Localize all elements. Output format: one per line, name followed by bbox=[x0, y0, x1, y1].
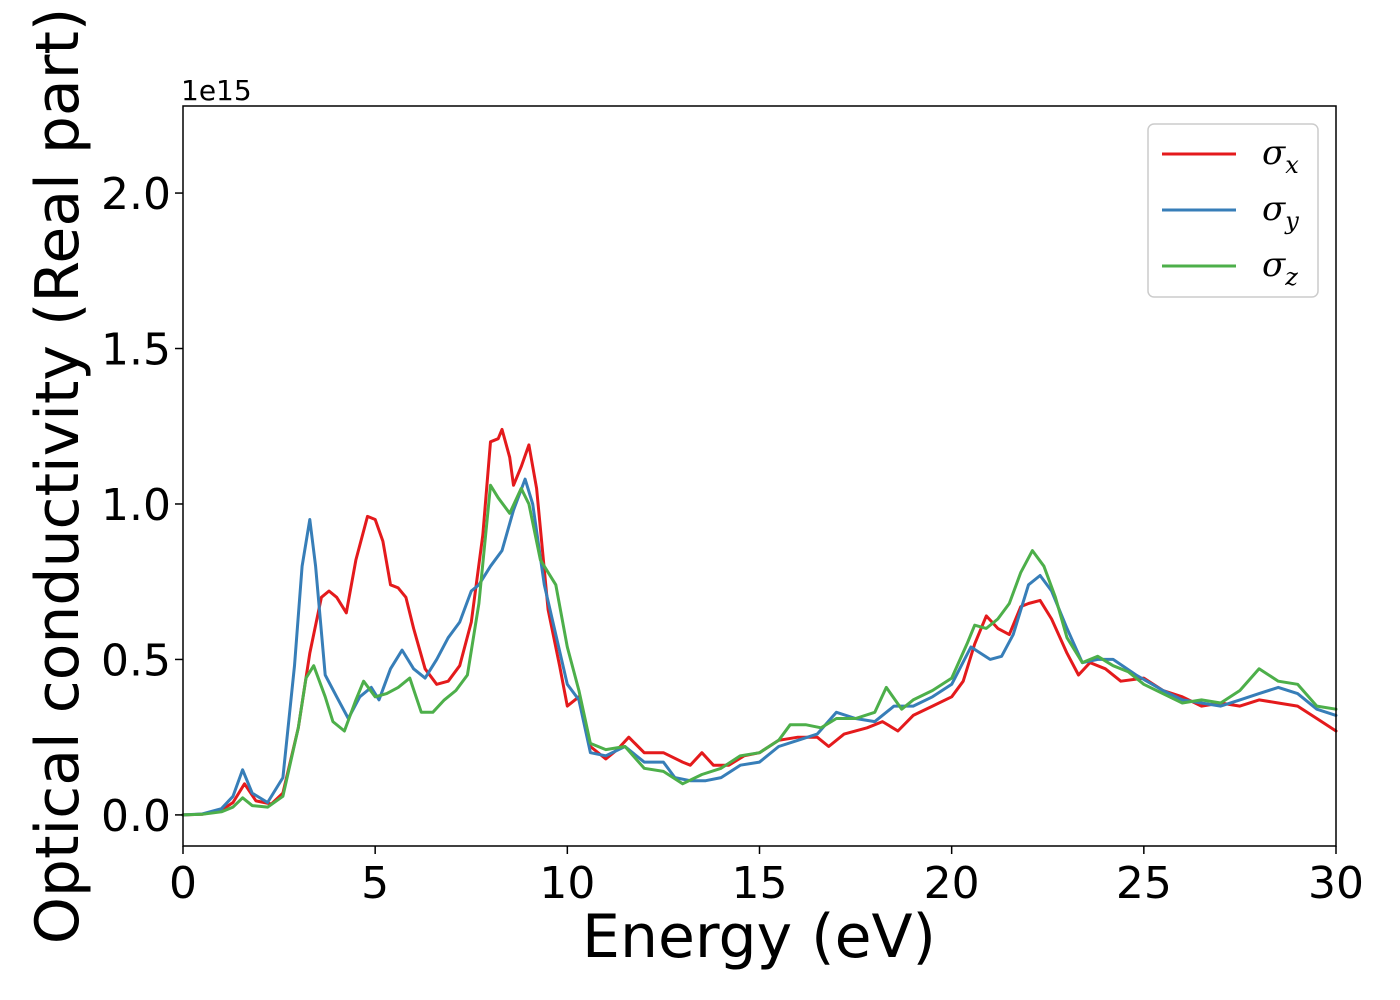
y-tick-label: 2.0 bbox=[101, 169, 171, 220]
x-tick-label: 20 bbox=[924, 858, 980, 909]
plot-area bbox=[183, 106, 1336, 846]
y-offset-label: 1e15 bbox=[181, 74, 252, 107]
x-tick-label: 25 bbox=[1116, 858, 1172, 909]
y-tick-label: 1.0 bbox=[101, 480, 171, 531]
x-tick-label: 5 bbox=[361, 858, 389, 909]
y-tick-label: 0.0 bbox=[101, 791, 171, 842]
x-tick-label: 0 bbox=[169, 858, 197, 909]
x-tick-label: 10 bbox=[539, 858, 595, 909]
series-layer bbox=[181, 427, 1338, 817]
y-tick-label: 1.5 bbox=[101, 325, 171, 376]
x-tick-label: 30 bbox=[1308, 858, 1364, 909]
y-axis-ticks: 0.0 0.5 1.0 1.5 2.0 bbox=[101, 169, 183, 842]
x-axis-title: Energy (eV) bbox=[582, 902, 936, 972]
x-axis-ticks: 0 5 10 15 20 25 30 bbox=[169, 846, 1364, 909]
series-line-sigma-x bbox=[181, 427, 1338, 817]
y-tick-label: 0.5 bbox=[101, 635, 171, 686]
y-axis-title: Optical conductivity (Real part) bbox=[23, 8, 93, 945]
series-line-sigma-z bbox=[181, 483, 1338, 817]
x-tick-label: 15 bbox=[732, 858, 788, 909]
